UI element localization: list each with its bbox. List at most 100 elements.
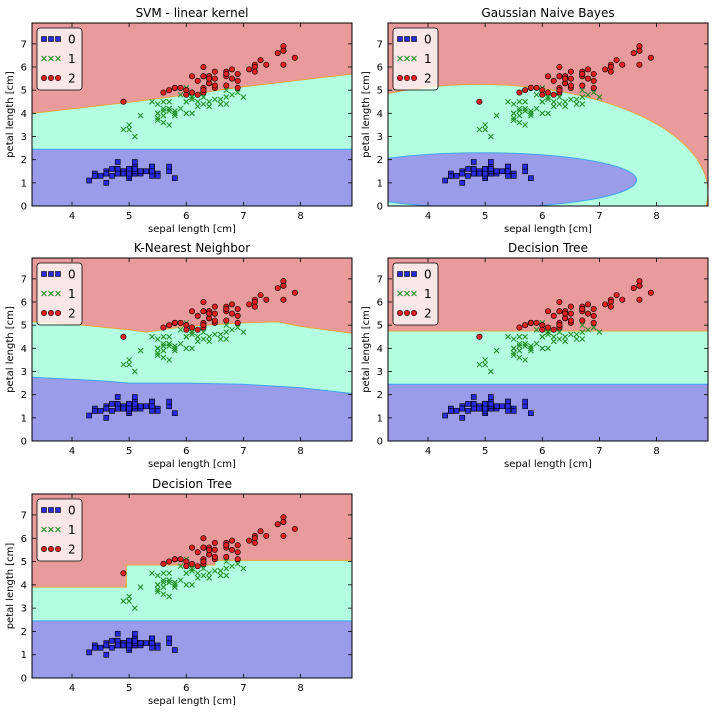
x-tick-label: 8	[297, 211, 303, 222]
point-class-2	[516, 89, 523, 96]
chart-title: K-Nearest Neighbor	[134, 241, 250, 255]
point-class-1	[229, 563, 235, 570]
y-tick-label: 4	[377, 344, 383, 355]
point-class-2	[567, 303, 574, 310]
x-tick-label: 5	[126, 446, 132, 457]
point-class-0	[114, 170, 121, 177]
legend-marker-class-1	[41, 55, 47, 62]
point-class-1	[533, 340, 540, 347]
point-class-1	[590, 89, 597, 96]
point-class-1	[522, 333, 528, 340]
point-class-1	[177, 326, 184, 333]
point-class-2	[194, 77, 201, 84]
x-tick-label: 5	[482, 446, 488, 457]
legend-marker-class-1	[48, 526, 54, 533]
point-class-2	[619, 296, 626, 303]
point-class-1	[522, 343, 528, 349]
legend-marker-class-1	[48, 55, 54, 62]
point-class-2	[567, 310, 574, 317]
point-class-0	[109, 408, 115, 414]
point-class-1	[556, 94, 563, 100]
point-class-2	[229, 301, 236, 308]
point-class-1	[154, 101, 161, 107]
point-class-0	[149, 403, 155, 410]
point-class-2	[211, 68, 218, 75]
point-class-1	[568, 96, 574, 103]
point-class-0	[510, 173, 517, 179]
y-tick-label: 3	[377, 132, 383, 143]
point-class-1	[126, 357, 132, 363]
point-class-1	[579, 94, 586, 100]
point-class-0	[92, 644, 98, 651]
point-class-1	[488, 133, 494, 140]
x-tick-label: 8	[297, 446, 303, 457]
chart-title: SVM - linear kernel	[136, 6, 249, 20]
point-class-1	[568, 331, 574, 338]
point-class-1	[223, 558, 230, 565]
point-class-2	[200, 299, 207, 306]
point-class-1	[120, 361, 127, 368]
point-class-0	[114, 630, 121, 637]
point-class-1	[217, 572, 224, 579]
point-class-2	[584, 310, 591, 317]
point-class-1	[516, 347, 523, 354]
legend-label: 1	[68, 52, 76, 66]
x-tick-label: 4	[69, 211, 75, 222]
point-class-2	[200, 544, 207, 551]
point-class-1	[166, 340, 172, 347]
point-class-2	[590, 77, 597, 84]
legend: 0 1 2	[36, 27, 83, 91]
point-class-1	[126, 593, 132, 600]
point-class-2	[602, 301, 609, 308]
point-class-2	[590, 319, 597, 326]
legend-label: 0	[424, 33, 432, 47]
point-class-2	[619, 61, 626, 68]
point-class-2	[223, 82, 230, 89]
point-class-0	[493, 403, 500, 410]
point-class-1	[528, 108, 534, 114]
x-axis-label: sepal length [cm]	[148, 224, 236, 235]
point-class-1	[126, 361, 132, 368]
point-class-1	[510, 101, 517, 107]
point-class-0	[505, 163, 511, 170]
point-class-1	[579, 87, 586, 94]
point-class-1	[510, 350, 517, 356]
point-class-1	[206, 570, 212, 577]
point-class-1	[562, 103, 568, 110]
point-class-2	[194, 326, 201, 333]
legend-marker-class-0	[41, 271, 47, 277]
y-tick-label: 3	[377, 367, 383, 378]
point-class-2	[257, 292, 264, 299]
point-class-1	[160, 347, 167, 354]
point-class-0	[114, 405, 121, 412]
point-class-2	[189, 544, 196, 551]
point-class-1	[160, 98, 167, 105]
point-class-2	[206, 75, 213, 82]
point-class-1	[120, 598, 127, 604]
point-class-2	[567, 317, 574, 324]
point-class-0	[470, 166, 477, 172]
point-class-2	[194, 91, 201, 98]
point-class-1	[539, 333, 546, 340]
y-tick-label: 1	[377, 178, 383, 189]
point-class-2	[280, 282, 287, 289]
legend-marker-class-0	[404, 36, 410, 42]
legend-marker-class-2	[54, 545, 61, 552]
point-class-2	[550, 312, 557, 319]
x-tick-label: 8	[653, 446, 659, 457]
legend-marker-class-0	[48, 271, 54, 277]
point-class-1	[160, 577, 167, 584]
legend-marker-class-1	[411, 55, 417, 62]
y-tick-label: 7	[21, 274, 27, 285]
legend-marker-class-1	[55, 290, 61, 297]
point-class-1	[154, 581, 161, 588]
point-class-1	[200, 336, 207, 342]
point-class-1	[154, 117, 161, 124]
point-class-0	[448, 408, 454, 414]
point-class-1	[177, 91, 184, 98]
point-class-1	[516, 343, 523, 349]
point-class-1	[516, 354, 523, 361]
point-class-0	[459, 415, 466, 421]
x-tick-label: 6	[183, 211, 189, 222]
legend-marker-class-2	[396, 75, 403, 82]
